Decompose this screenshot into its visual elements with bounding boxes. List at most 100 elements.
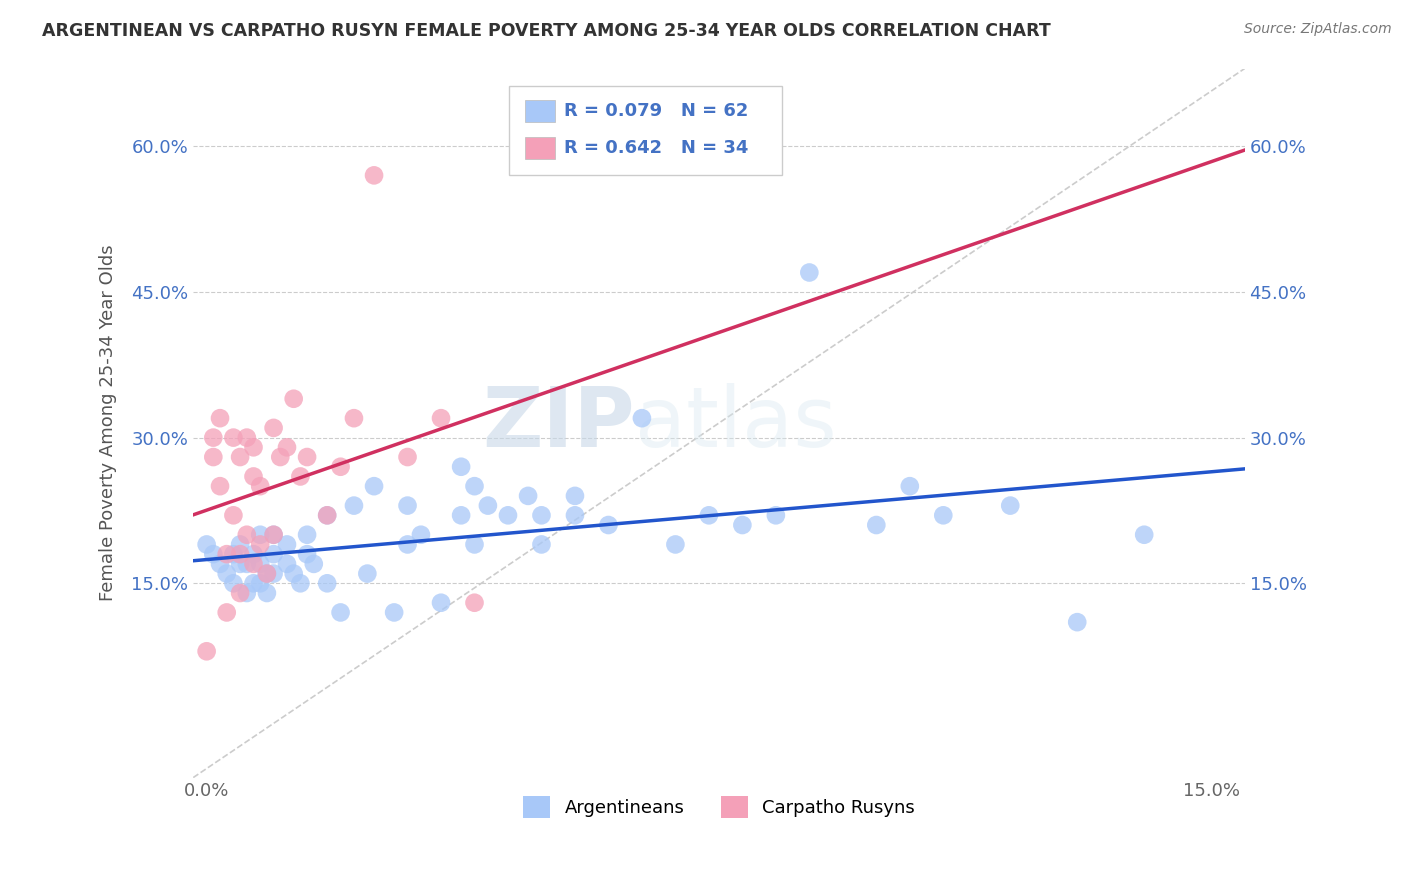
Point	[865, 518, 887, 533]
Point	[302, 557, 325, 571]
Point	[236, 431, 259, 445]
Point	[276, 537, 298, 551]
Point	[256, 566, 278, 581]
Point	[463, 596, 485, 610]
Point	[396, 499, 419, 513]
Point	[202, 450, 225, 464]
Point	[229, 450, 252, 464]
Point	[463, 479, 485, 493]
Point	[229, 537, 252, 551]
Point	[276, 557, 298, 571]
Point	[202, 431, 225, 445]
Point	[290, 576, 312, 591]
Point	[263, 566, 285, 581]
Point	[256, 566, 278, 581]
Point	[316, 576, 339, 591]
Point	[242, 557, 264, 571]
Point	[208, 411, 231, 425]
Point	[222, 431, 245, 445]
Point	[564, 489, 586, 503]
Text: R = 0.079   N = 62: R = 0.079 N = 62	[564, 102, 749, 120]
Point	[295, 547, 318, 561]
Point	[263, 421, 285, 435]
Point	[363, 479, 385, 493]
Point	[396, 537, 419, 551]
FancyBboxPatch shape	[526, 101, 555, 121]
Point	[530, 537, 553, 551]
Point	[242, 469, 264, 483]
Point	[229, 557, 252, 571]
Point	[283, 566, 305, 581]
Point	[249, 527, 271, 541]
Point	[631, 411, 654, 425]
Point	[765, 508, 787, 523]
Point	[564, 508, 586, 523]
Point	[242, 547, 264, 561]
Point	[477, 499, 499, 513]
Point	[236, 527, 259, 541]
Point	[263, 547, 285, 561]
Point	[343, 411, 366, 425]
Point	[195, 537, 218, 551]
Point	[249, 576, 271, 591]
Text: ARGENTINEAN VS CARPATHO RUSYN FEMALE POVERTY AMONG 25-34 YEAR OLDS CORRELATION C: ARGENTINEAN VS CARPATHO RUSYN FEMALE POV…	[42, 22, 1050, 40]
Point	[517, 489, 540, 503]
Point	[409, 527, 432, 541]
Text: Source: ZipAtlas.com: Source: ZipAtlas.com	[1244, 22, 1392, 37]
Point	[242, 576, 264, 591]
Y-axis label: Female Poverty Among 25-34 Year Olds: Female Poverty Among 25-34 Year Olds	[100, 244, 117, 601]
Point	[450, 459, 472, 474]
Point	[222, 576, 245, 591]
Point	[898, 479, 921, 493]
Text: R = 0.642   N = 34: R = 0.642 N = 34	[564, 139, 749, 157]
Point	[1133, 527, 1156, 541]
Point	[932, 508, 955, 523]
Text: ZIP: ZIP	[482, 383, 636, 464]
Point	[208, 479, 231, 493]
Point	[664, 537, 686, 551]
Point	[269, 450, 291, 464]
Point	[316, 508, 339, 523]
Text: atlas: atlas	[636, 383, 837, 464]
Point	[396, 450, 419, 464]
Point	[276, 440, 298, 454]
FancyBboxPatch shape	[509, 87, 782, 175]
Point	[1066, 615, 1088, 629]
Point	[208, 557, 231, 571]
Point	[215, 566, 238, 581]
FancyBboxPatch shape	[526, 137, 555, 159]
Point	[329, 606, 352, 620]
Point	[215, 547, 238, 561]
Point	[290, 469, 312, 483]
Point	[222, 547, 245, 561]
Point	[249, 479, 271, 493]
Point	[329, 459, 352, 474]
Point	[343, 499, 366, 513]
Point	[263, 527, 285, 541]
Legend: Argentineans, Carpatho Rusyns: Argentineans, Carpatho Rusyns	[516, 789, 922, 825]
Point	[249, 537, 271, 551]
Point	[263, 527, 285, 541]
Point	[430, 411, 453, 425]
Point	[222, 508, 245, 523]
Point	[496, 508, 519, 523]
Point	[215, 606, 238, 620]
Point	[363, 169, 385, 183]
Point	[236, 557, 259, 571]
Point	[249, 557, 271, 571]
Point	[202, 547, 225, 561]
Point	[295, 527, 318, 541]
Point	[463, 537, 485, 551]
Point	[450, 508, 472, 523]
Point	[430, 596, 453, 610]
Point	[242, 440, 264, 454]
Point	[530, 508, 553, 523]
Point	[316, 508, 339, 523]
Point	[382, 606, 405, 620]
Point	[598, 518, 620, 533]
Point	[236, 586, 259, 600]
Point	[295, 450, 318, 464]
Point	[697, 508, 720, 523]
Point	[356, 566, 378, 581]
Point	[195, 644, 218, 658]
